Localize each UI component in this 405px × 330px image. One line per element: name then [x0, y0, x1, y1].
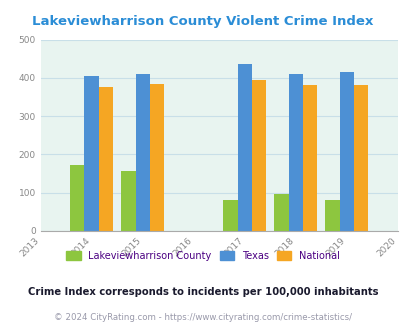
Text: Crime Index corresponds to incidents per 100,000 inhabitants: Crime Index corresponds to incidents per… [28, 287, 377, 297]
Bar [84, 76, 98, 231]
Bar [223, 200, 237, 231]
Bar [274, 194, 288, 231]
Text: © 2024 CityRating.com - https://www.cityrating.com/crime-statistics/: © 2024 CityRating.com - https://www.city… [54, 313, 351, 322]
Bar [339, 72, 353, 231]
Bar [237, 64, 251, 231]
Bar [288, 74, 302, 231]
Bar [135, 74, 149, 231]
Bar [149, 84, 164, 231]
Legend: Lakeviewharrison County, Texas, National: Lakeviewharrison County, Texas, National [66, 251, 339, 261]
Bar [251, 80, 266, 231]
Bar [353, 85, 367, 231]
Bar [98, 87, 113, 231]
Bar [121, 171, 135, 231]
Bar [70, 165, 84, 231]
Bar [302, 85, 316, 231]
Bar [324, 200, 339, 231]
Text: Lakeviewharrison County Violent Crime Index: Lakeviewharrison County Violent Crime In… [32, 15, 373, 28]
